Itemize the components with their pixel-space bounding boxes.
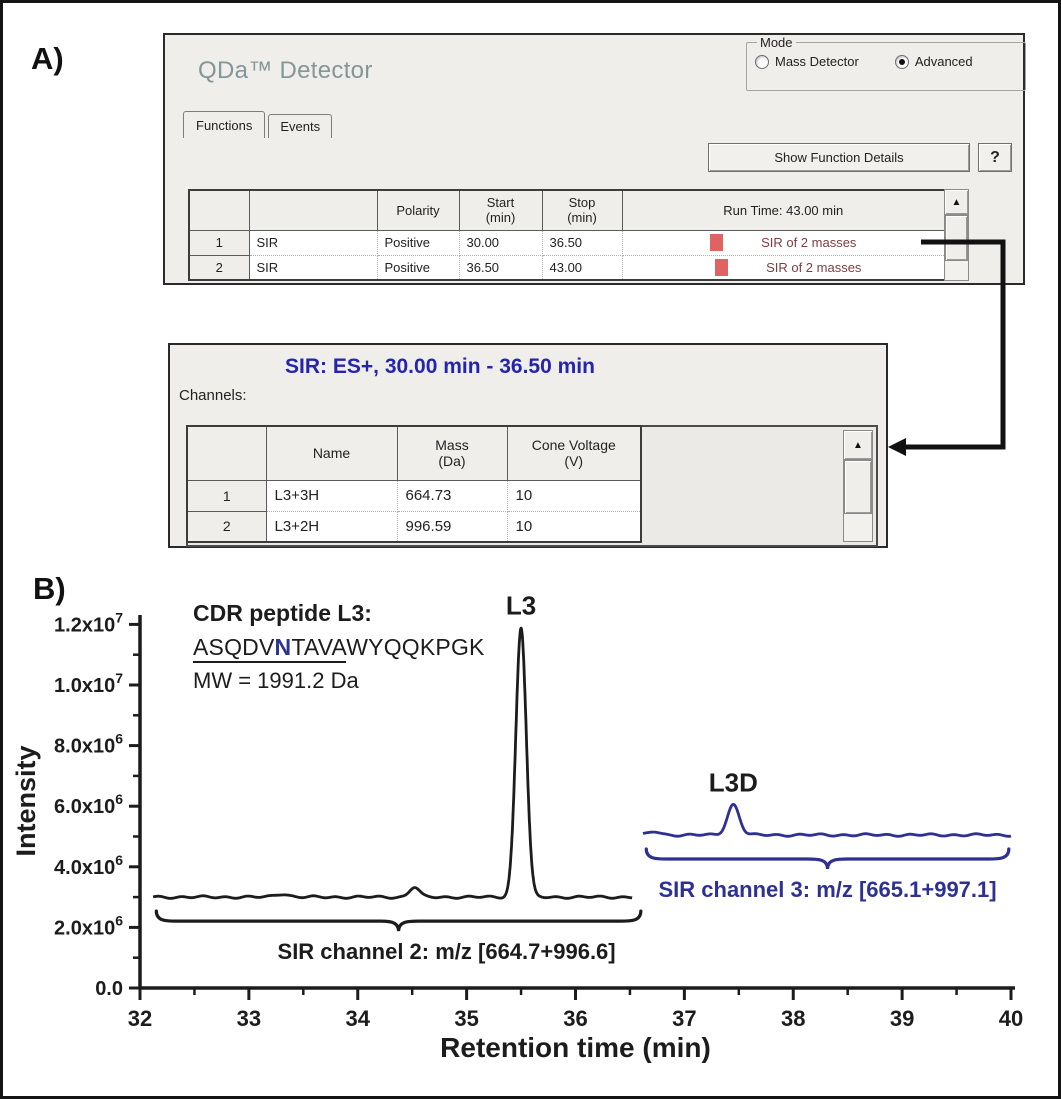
svg-text:1.2x107: 1.2x107 <box>54 609 123 636</box>
svg-text:8.0x106: 8.0x106 <box>54 731 123 758</box>
svg-text:1.0x107: 1.0x107 <box>54 670 123 697</box>
col-polarity: Polarity <box>376 189 460 231</box>
scroll-up-icon[interactable]: ▲ <box>945 190 968 215</box>
channels-table-header: Name Mass (Da) Cone Voltage (V) <box>186 425 642 481</box>
mode-groupbox-label: Mode <box>760 35 793 50</box>
channels-table-area: Name Mass (Da) Cone Voltage (V) 1 L3+3H 66… <box>186 425 878 547</box>
tab-functions[interactable]: Functions <box>183 111 266 138</box>
svg-text:37: 37 <box>672 1006 696 1031</box>
tab-events[interactable]: Events <box>268 114 333 138</box>
panel-b-label: B) <box>33 571 66 606</box>
functions-table-scrollbar[interactable]: ▲ <box>944 189 969 281</box>
sir-marker-icon <box>715 258 729 276</box>
col-runtime: Run Time: 43.00 min <box>621 189 946 231</box>
channels-label: Channels: <box>179 387 247 404</box>
svg-text:40: 40 <box>999 1006 1023 1031</box>
mode-options: Mass Detector Advanced <box>755 54 1017 69</box>
function-row-2[interactable]: 2 SIR Positive 36.50 43.00 SIR of 2 mass… <box>188 254 946 281</box>
mode-groupbox: Mode Mass Detector Advanced <box>746 35 1026 91</box>
svg-text:39: 39 <box>890 1006 914 1031</box>
channels-table-scrollbar[interactable]: ▲ <box>843 430 873 542</box>
channels-table: Name Mass (Da) Cone Voltage (V) 1 L3+3H 66… <box>186 425 642 543</box>
peptide-sequence: ASQDVNTAVAWYQQKPGK <box>193 634 485 663</box>
radio-label: Mass Detector <box>775 54 859 69</box>
brace-series-2 <box>644 847 1011 870</box>
scroll-up-icon[interactable]: ▲ <box>844 431 872 460</box>
svg-text:Retention time (min): Retention time (min) <box>440 1032 711 1063</box>
svg-text:35: 35 <box>454 1006 478 1031</box>
deamidation-site: N <box>274 634 292 660</box>
peptide-annotation: CDR peptide L3: ASQDVNTAVAWYQQKPGK MW = … <box>193 600 485 694</box>
svg-text:2.0x106: 2.0x106 <box>54 912 123 939</box>
annotation-title: CDR peptide L3: <box>193 600 372 626</box>
functions-table: Polarity Start (min) Stop (min) Run Time: … <box>188 189 946 281</box>
svg-text:4.0x106: 4.0x106 <box>54 852 123 879</box>
radio-icon <box>755 54 769 69</box>
radio-advanced[interactable]: Advanced <box>894 54 973 69</box>
sir-channels-dialog: SIR: ES+, 30.00 min - 36.50 min Channels… <box>168 343 888 548</box>
svg-text:34: 34 <box>346 1006 371 1031</box>
radio-label: Advanced <box>914 54 973 69</box>
svg-text:32: 32 <box>128 1006 152 1031</box>
svg-text:6.0x106: 6.0x106 <box>54 791 123 818</box>
peak-label-L3D: L3D <box>709 768 758 798</box>
col-mass: Mass (Da) <box>396 425 508 481</box>
qda-detector-dialog: QDa™ Detector Mode Mass Detector Advance… <box>163 33 1026 285</box>
molecular-weight: MW = 1991.2 Da <box>193 668 359 693</box>
series-2-trace <box>642 803 1012 838</box>
help-button[interactable]: ? <box>978 143 1012 172</box>
scrollbar-thumb[interactable] <box>945 215 968 261</box>
arrowhead-icon <box>888 438 906 456</box>
functions-table-header: Polarity Start (min) Stop (min) Run Time: … <box>188 189 946 231</box>
radio-icon <box>894 54 909 69</box>
brace-label-series-1: SIR channel 2: m/z [664.7+996.6] <box>278 939 616 964</box>
scrollbar-thumb[interactable] <box>844 460 872 514</box>
col-stop: Stop (min) <box>541 189 623 231</box>
svg-text:33: 33 <box>237 1006 261 1031</box>
svg-text:Intensity: Intensity <box>11 745 41 856</box>
sir-marker-icon <box>710 234 724 251</box>
col-start: Start (min) <box>458 189 543 231</box>
svg-text:0.0: 0.0 <box>95 978 123 1000</box>
channel-row-1[interactable]: 1 L3+3H 664.73 10 <box>186 479 642 512</box>
tab-bar: Functions Events <box>183 111 335 138</box>
svg-text:38: 38 <box>781 1006 805 1031</box>
brace-series-1 <box>154 909 643 932</box>
col-name: Name <box>265 425 398 481</box>
function-row-1[interactable]: 1 SIR Positive 30.00 36.50 SIR of 2 mass… <box>188 229 946 256</box>
qda-dialog-title: QDa™ Detector <box>198 57 373 84</box>
sir-dialog-title: SIR: ES+, 30.00 min - 36.50 min <box>285 355 595 378</box>
radio-mass-detector[interactable]: Mass Detector <box>755 54 859 69</box>
show-function-details-button[interactable]: Show Function Details <box>708 143 970 172</box>
panel-a-label: A) <box>31 41 64 76</box>
col-cone-voltage: Cone Voltage (V) <box>506 425 642 481</box>
channel-row-2[interactable]: 2 L3+2H 996.59 10 <box>186 510 642 543</box>
peak-label-L3: L3 <box>506 590 536 620</box>
svg-text:36: 36 <box>563 1006 587 1031</box>
brace-label-series-2: SIR channel 3: m/z [665.1+997.1] <box>658 877 996 902</box>
